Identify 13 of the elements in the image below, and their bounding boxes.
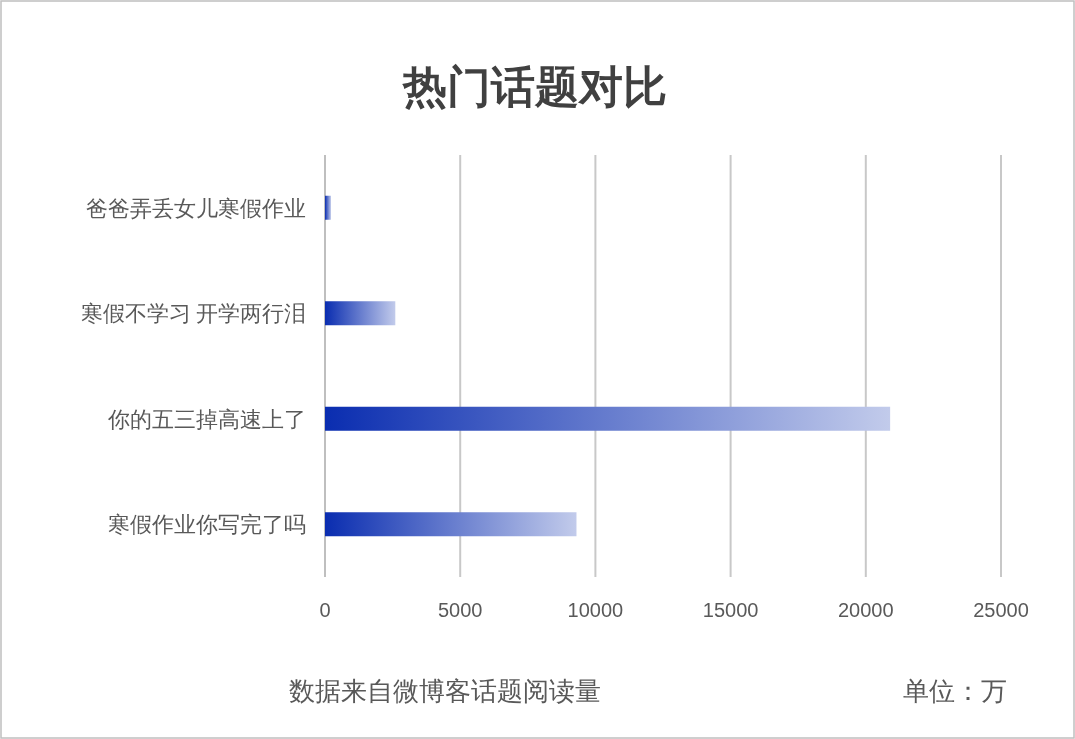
x-tick-label: 15000: [702, 599, 759, 621]
x-tick-label: 5000: [437, 599, 483, 621]
x-tick-label: 0: [319, 599, 331, 621]
y-tick-label: 寒假作业你写完了吗: [108, 512, 306, 538]
x-tick-label: 10000: [567, 599, 624, 621]
x-tick-label: 25000: [973, 599, 1029, 621]
y-tick-label: 爸爸弄丢女儿寒假作业: [86, 195, 306, 221]
text: 数据来自微博客话题阅读量: [289, 677, 601, 706]
x-tick-label: 20000: [837, 599, 894, 621]
y-tick-label: 寒假不学习 开学两行泪: [80, 301, 306, 327]
text: 单位：万: [903, 677, 1007, 706]
chart-title: 热门话题对比: [402, 63, 667, 112]
y-tick-label: 你的五三掉高速上了: [107, 406, 306, 432]
